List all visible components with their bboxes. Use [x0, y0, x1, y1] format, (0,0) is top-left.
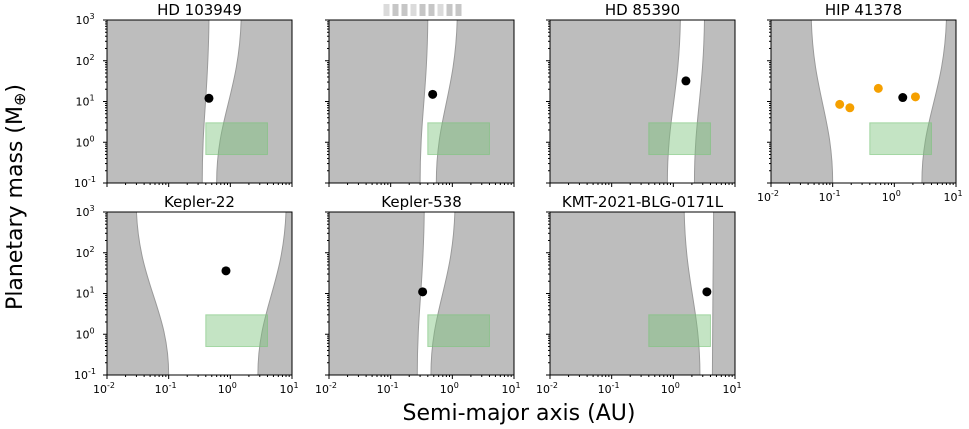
redacted-title-block: [401, 4, 408, 16]
subplot-3: HD 85390: [546, 1, 736, 187]
plot-area: [329, 20, 514, 183]
planet-point-black-1: [681, 76, 691, 86]
plot-area: [550, 212, 735, 375]
x-tick-label: 10-2: [536, 381, 558, 396]
redacted-title-block: [446, 4, 453, 16]
y-tick-label: 102: [75, 245, 94, 260]
unstable-region-inner: [107, 212, 170, 375]
planet-point-orange-3: [873, 83, 883, 93]
planet-point-black-1: [702, 287, 712, 297]
plot-area: [107, 20, 292, 183]
planet-point-orange-1: [835, 99, 845, 109]
x-tick-label: 101: [943, 189, 962, 204]
y-axis-label-main: Planetary mass (M: [3, 106, 28, 310]
redacted-title-block: [383, 4, 390, 16]
subplot-2: [325, 4, 515, 187]
habitable-zone-box: [205, 314, 268, 348]
subplot-title: Kepler-22: [164, 193, 235, 211]
x-tick-label: 10-2: [93, 381, 115, 396]
x-tick-label: 10-1: [819, 189, 841, 204]
y-tick-label: 101: [75, 286, 94, 301]
y-axis-label-close: ): [3, 84, 28, 93]
x-tick-label: 100: [440, 381, 459, 396]
unstable-region-inner: [771, 20, 834, 183]
subplot-title: KMT-2021-BLG-0171L: [562, 193, 724, 211]
x-tick-label: 10-1: [598, 381, 620, 396]
unstable-region-inner: [550, 212, 701, 375]
subplot-7: 10-2 10-1 100 101 KMT-2021-BLG-0171L: [536, 193, 742, 396]
x-tick-label: 100: [882, 189, 901, 204]
x-tick-label: 101: [279, 381, 298, 396]
planet-point-black-1: [221, 266, 231, 276]
unstable-region-outer: [711, 212, 735, 375]
x-tick-label: 101: [501, 381, 520, 396]
planet-point-orange-4: [910, 92, 920, 102]
x-tick-label: 100: [218, 381, 237, 396]
y-tick-label: 10-1: [74, 175, 96, 190]
planet-point-orange-2: [845, 103, 855, 113]
x-tick-label: 10-2: [315, 381, 337, 396]
subplot-title: HIP 41378: [825, 1, 902, 19]
x-tick-label: 101: [722, 381, 741, 396]
subplot-title: HD 85390: [605, 1, 680, 19]
y-axis-label-earth-symbol: ⊕: [10, 93, 29, 106]
y-tick-label: 100: [75, 326, 94, 341]
subplot-4: 10-2 10-1 100 101 HIP 41378: [757, 1, 963, 204]
habitable-zone-box: [427, 314, 490, 348]
x-tick-label: 10-2: [757, 189, 779, 204]
unstable-region-inner: [329, 20, 429, 183]
x-tick-label: 100: [661, 381, 680, 396]
redacted-title-block: [419, 4, 426, 16]
habitable-zone-box: [205, 122, 268, 156]
unstable-region-inner: [107, 20, 210, 183]
planet-point-black-1: [898, 93, 908, 103]
redacted-title-block: [410, 4, 417, 16]
redacted-title-block: [437, 4, 444, 16]
y-tick-label: 103: [75, 12, 94, 27]
unstable-region-outer: [693, 20, 735, 183]
x-tick-label: 10-1: [155, 381, 177, 396]
unstable-region-outer: [921, 20, 956, 183]
plot-area: [771, 20, 956, 183]
y-tick-label: 10-1: [74, 367, 96, 382]
habitable-zone-box: [648, 122, 711, 156]
y-axis-label: Planetary mass (M⊕): [3, 84, 29, 310]
unstable-region-outer: [216, 20, 292, 183]
plot-area: [550, 20, 735, 183]
redacted-title-block: [455, 4, 462, 16]
subplot-6: 10-2 10-1 100 101 Kepler-538: [315, 193, 521, 396]
subplot-1: 10-1 100 101 102 103 HD 103949: [74, 1, 293, 190]
plot-area: [329, 212, 514, 375]
planet-point-black-1: [204, 93, 214, 103]
unstable-region-outer: [257, 212, 292, 375]
redacted-title-block: [428, 4, 435, 16]
unstable-region-outer: [435, 20, 514, 183]
habitable-zone-box: [648, 314, 711, 348]
planet-point-black-1: [428, 89, 438, 99]
y-tick-label: 100: [75, 134, 94, 149]
unstable-region-inner: [550, 20, 681, 183]
y-tick-label: 101: [75, 94, 94, 109]
redacted-title-block: [392, 4, 399, 16]
subplot-title: Kepler-538: [381, 193, 462, 211]
planet-point-black-1: [418, 287, 428, 297]
unstable-region-outer: [430, 212, 514, 375]
x-axis-label: Semi-major axis (AU): [403, 401, 636, 426]
subplot-title: HD 103949: [157, 1, 242, 19]
habitable-zone-box: [869, 122, 932, 156]
unstable-region-inner: [329, 212, 425, 375]
x-tick-label: 10-1: [377, 381, 399, 396]
plot-area: [107, 212, 292, 375]
y-tick-label: 102: [75, 53, 94, 68]
y-tick-label: 103: [75, 204, 94, 219]
habitable-zone-box: [427, 122, 490, 156]
